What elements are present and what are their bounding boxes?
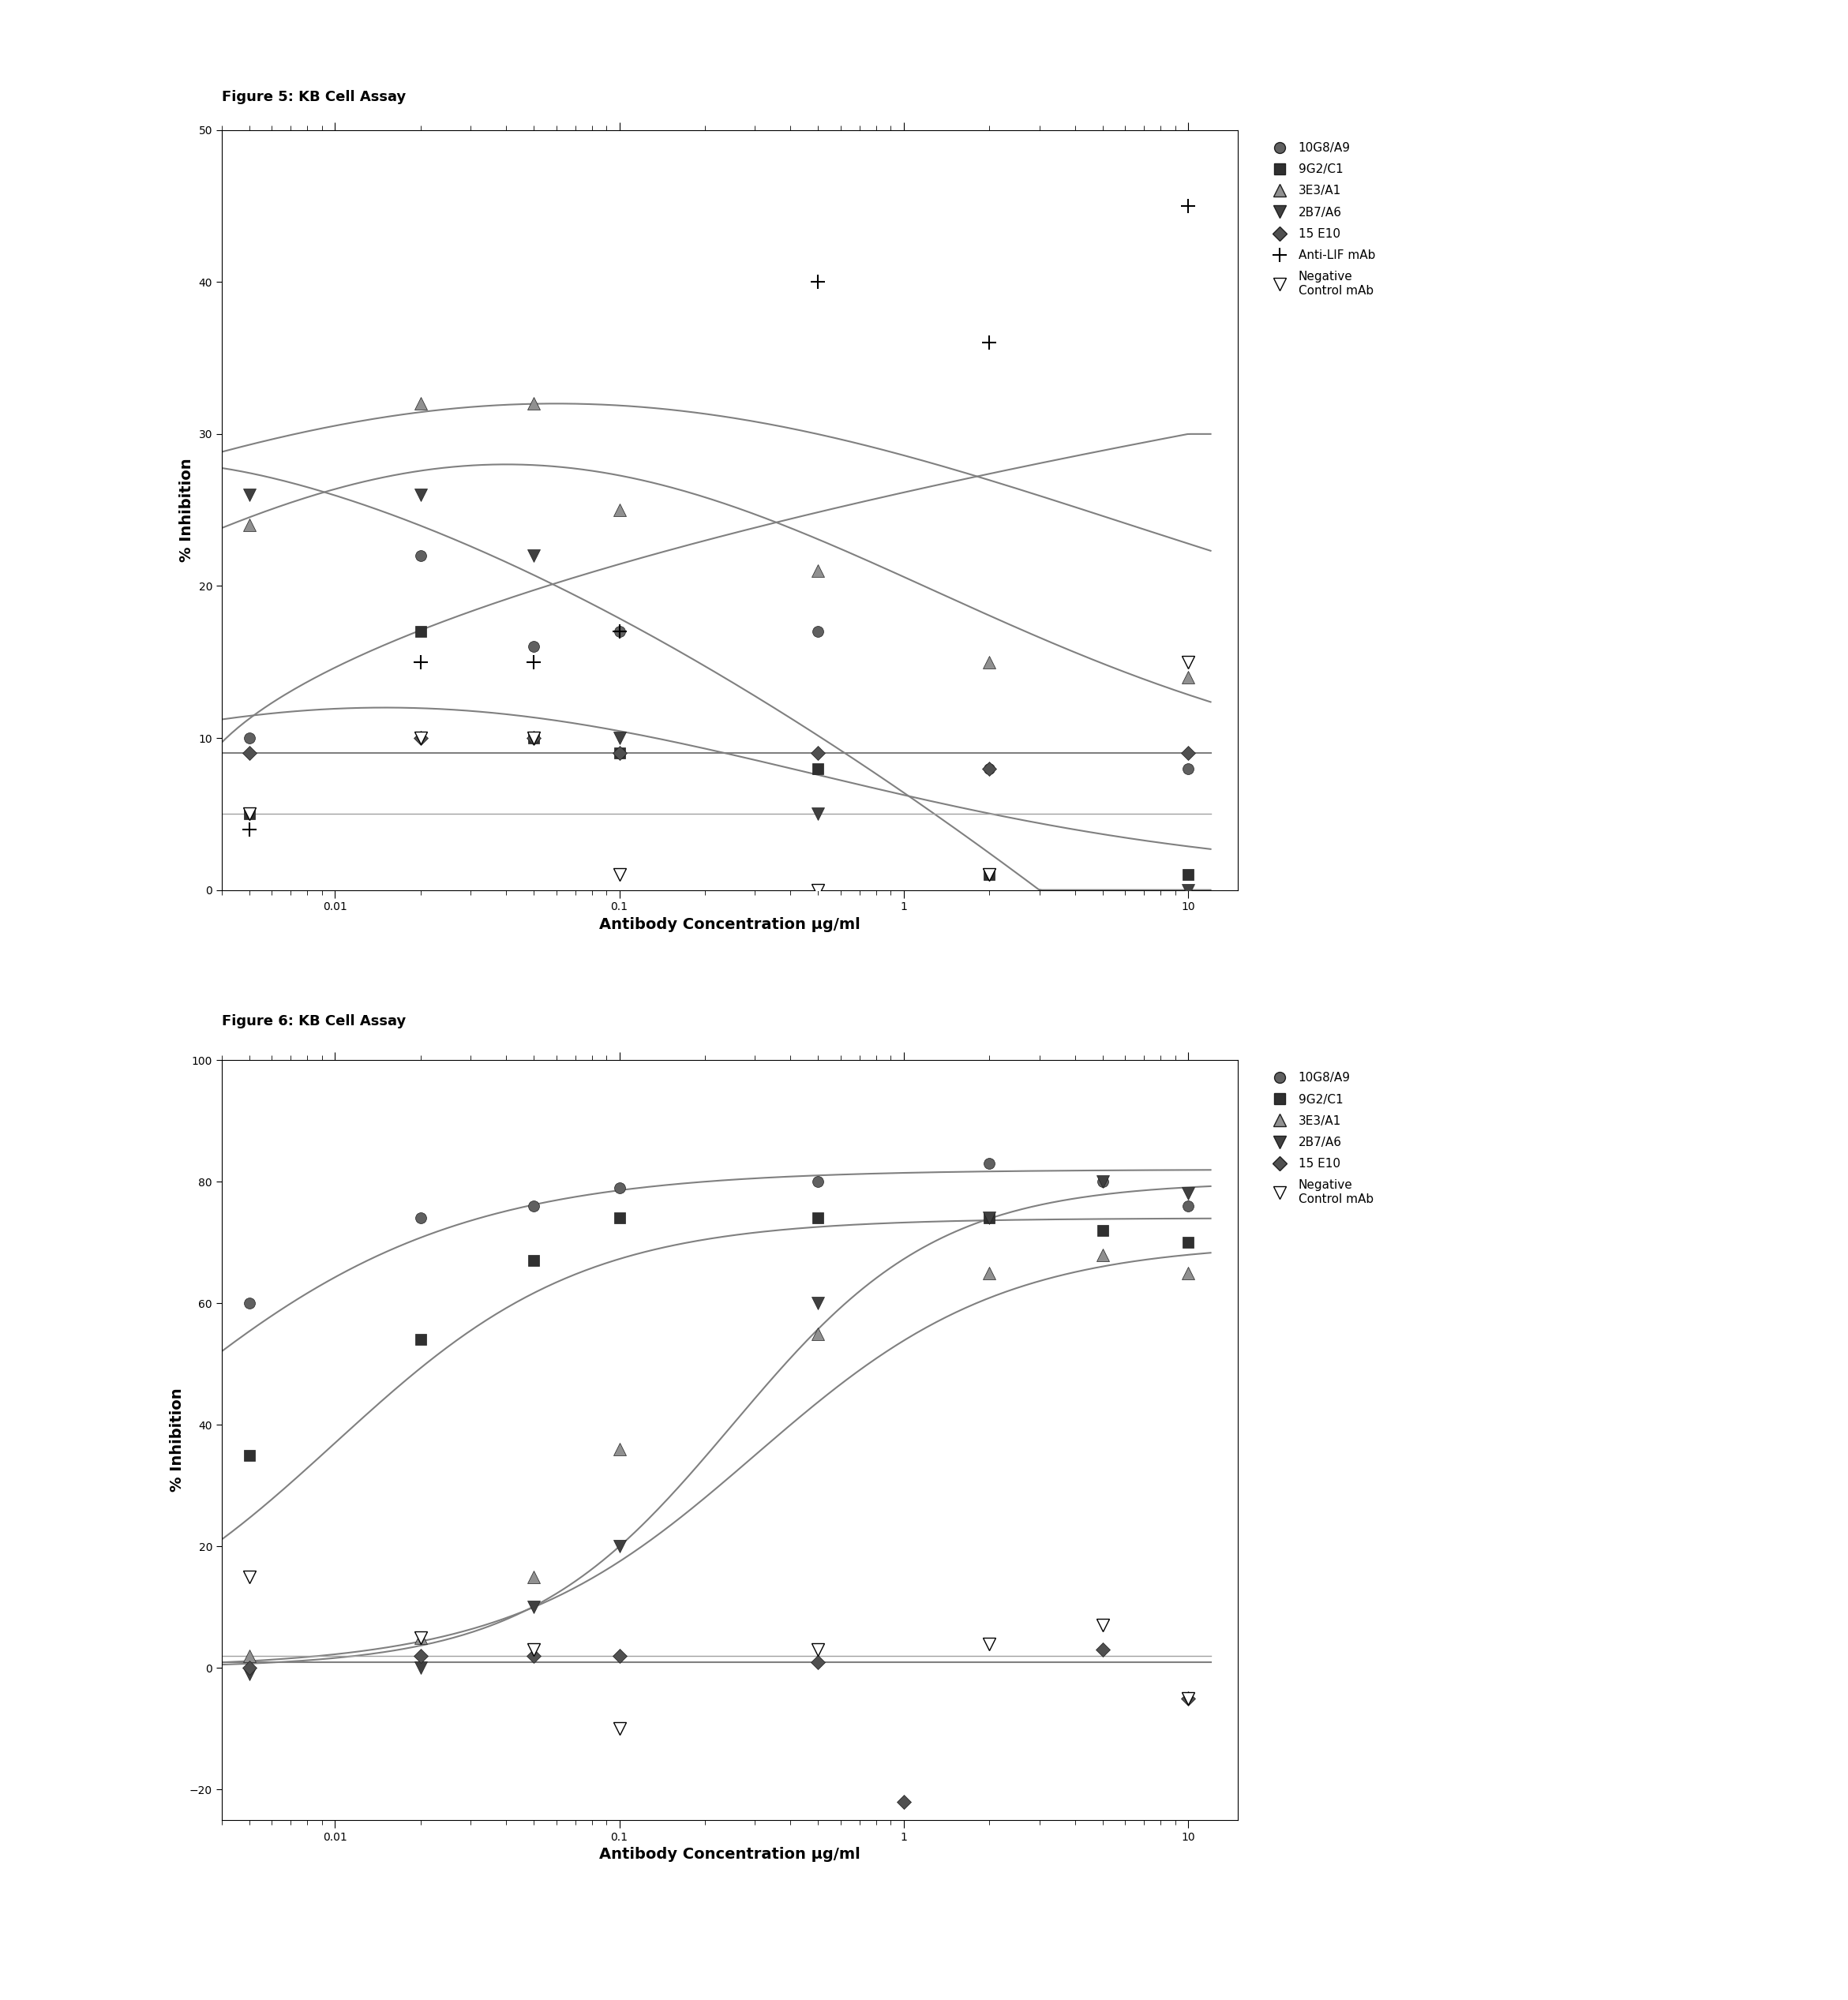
Text: Figure 5: KB Cell Assay: Figure 5: KB Cell Assay [222, 90, 407, 104]
Legend: 10G8/A9, 9G2/C1, 3E3/A1, 2B7/A6, 15 E10, Anti-LIF mAb, Negative
Control mAb: 10G8/A9, 9G2/C1, 3E3/A1, 2B7/A6, 15 E10,… [1264, 136, 1380, 302]
Y-axis label: % Inhibition: % Inhibition [170, 1388, 185, 1492]
X-axis label: Antibody Concentration µg/ml: Antibody Concentration µg/ml [599, 916, 861, 932]
Legend: 10G8/A9, 9G2/C1, 3E3/A1, 2B7/A6, 15 E10, Negative
Control mAb: 10G8/A9, 9G2/C1, 3E3/A1, 2B7/A6, 15 E10,… [1264, 1066, 1379, 1212]
X-axis label: Antibody Concentration µg/ml: Antibody Concentration µg/ml [599, 1846, 861, 1862]
Text: Figure 6: KB Cell Assay: Figure 6: KB Cell Assay [222, 1014, 407, 1028]
Y-axis label: % Inhibition: % Inhibition [179, 458, 194, 562]
